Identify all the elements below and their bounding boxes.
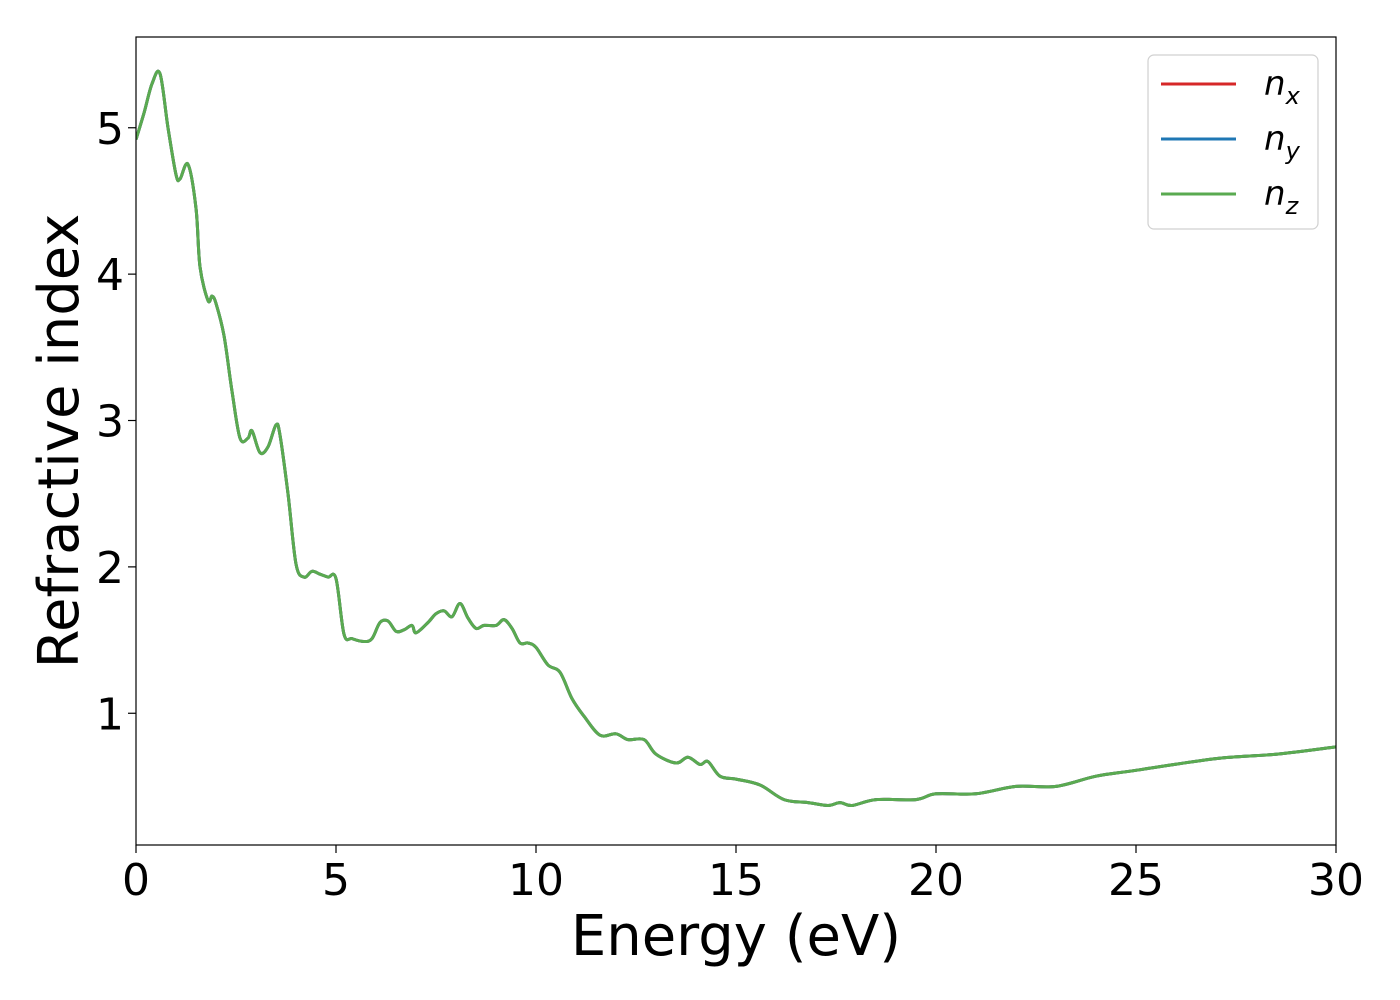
legend: nx ny nz [1147,54,1319,230]
legend-box [1147,54,1319,230]
legend-label-y: ny [1264,119,1301,165]
y-tick-label: 3 [96,397,124,448]
legend-label-x: nx [1264,64,1301,110]
x-tick-label: 15 [708,855,764,906]
x-axis-title: Energy (eV) [571,904,901,969]
y-axis-title: Refractive index [27,214,92,669]
series-line-z [136,69,1336,808]
x-tick-label: 25 [1108,855,1164,906]
x-tick-label: 10 [508,855,564,906]
x-tick-label: 0 [122,855,150,906]
y-tick-label: 1 [96,689,124,740]
y-tick-label: 4 [96,250,124,301]
legend-label-z: nz [1264,174,1300,220]
series-layer [136,69,1336,808]
y-tick-label: 2 [96,543,124,594]
y-tick-label: 5 [96,104,124,155]
x-tick-label: 5 [322,855,350,906]
ticks-layer: 0 5 10 15 20 25 30 1 2 3 4 5 [96,104,1364,906]
x-tick-label: 30 [1308,855,1364,906]
x-tick-label: 20 [908,855,964,906]
